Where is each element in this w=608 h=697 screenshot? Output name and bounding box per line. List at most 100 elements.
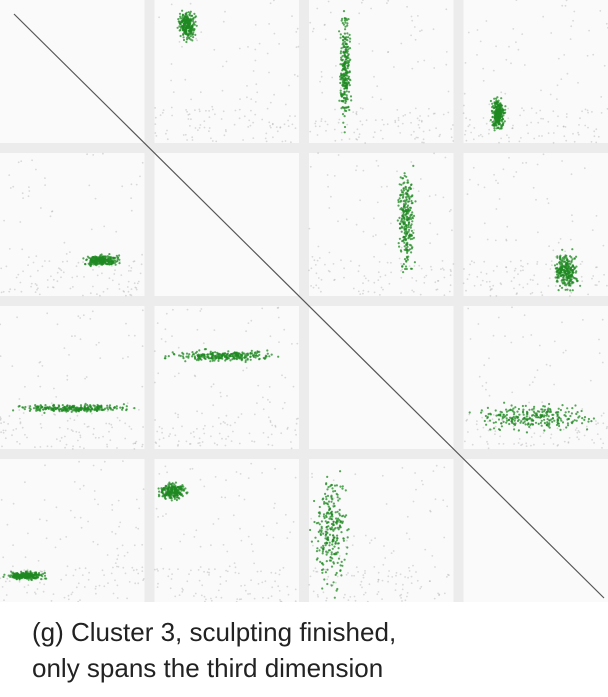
- point-highlighted: [405, 242, 408, 245]
- figure-caption: (g) Cluster 3, sculpting finished, only …: [32, 614, 602, 686]
- point-other: [166, 129, 168, 132]
- point-other: [508, 45, 510, 48]
- panel-r3-c2: [153, 306, 299, 450]
- point-other: [311, 472, 313, 475]
- point-other: [107, 582, 109, 584]
- point-highlighted: [211, 352, 214, 355]
- point-highlighted: [403, 204, 406, 207]
- point-other: [417, 15, 419, 17]
- point-other: [202, 428, 205, 430]
- point-other: [520, 137, 522, 139]
- point-other: [479, 40, 482, 43]
- point-highlighted: [189, 10, 192, 13]
- point-other: [368, 583, 371, 586]
- point-highlighted: [344, 47, 348, 51]
- point-other: [415, 279, 418, 282]
- point-other: [208, 571, 211, 574]
- point-highlighted: [12, 571, 15, 574]
- point-other: [592, 53, 595, 56]
- point-highlighted: [512, 407, 515, 410]
- point-highlighted: [531, 408, 534, 411]
- point-other: [526, 124, 528, 127]
- point-other: [488, 394, 491, 397]
- point-other: [119, 521, 122, 524]
- point-other: [548, 277, 551, 280]
- point-other: [556, 125, 559, 127]
- point-other: [294, 588, 297, 591]
- point-highlighted: [334, 489, 337, 493]
- point-other: [497, 316, 500, 319]
- point-highlighted: [556, 419, 560, 422]
- point-other: [531, 291, 534, 294]
- point-highlighted: [165, 485, 168, 488]
- point-other: [310, 517, 313, 520]
- point-other: [387, 51, 389, 54]
- point-other: [499, 435, 501, 438]
- point-highlighted: [347, 48, 350, 51]
- point-other: [375, 159, 378, 162]
- point-other: [528, 415, 531, 418]
- point-other: [487, 132, 490, 135]
- point-other: [493, 173, 495, 176]
- point-highlighted: [115, 405, 118, 408]
- point-other: [377, 571, 380, 574]
- point-other: [64, 446, 66, 449]
- point-other: [446, 505, 449, 508]
- point-other: [40, 426, 43, 429]
- point-highlighted: [116, 256, 119, 259]
- point-highlighted: [118, 258, 121, 261]
- point-other: [398, 257, 401, 260]
- point-other: [205, 109, 207, 112]
- point-highlighted: [335, 484, 338, 487]
- point-highlighted: [335, 492, 338, 495]
- point-highlighted: [164, 491, 167, 494]
- point-other: [498, 198, 501, 200]
- point-other: [116, 558, 119, 561]
- point-highlighted: [575, 255, 578, 258]
- point-highlighted: [347, 81, 350, 84]
- point-other: [471, 443, 474, 446]
- point-other: [477, 323, 480, 325]
- point-highlighted: [563, 278, 566, 281]
- point-highlighted: [396, 219, 399, 222]
- point-other: [411, 277, 414, 279]
- point-other: [138, 507, 141, 510]
- point-highlighted: [407, 218, 410, 221]
- point-other: [485, 20, 488, 22]
- point-other: [549, 437, 552, 439]
- point-other: [508, 140, 510, 143]
- point-highlighted: [327, 539, 330, 542]
- point-other: [468, 124, 471, 126]
- point-highlighted: [541, 408, 544, 411]
- point-other: [419, 587, 422, 590]
- point-other: [211, 105, 214, 108]
- point-highlighted: [563, 414, 566, 417]
- point-other: [537, 231, 539, 234]
- point-highlighted: [583, 418, 586, 421]
- point-highlighted: [182, 489, 186, 492]
- point-other: [186, 580, 189, 583]
- point-highlighted: [407, 249, 410, 252]
- point-highlighted: [332, 490, 335, 493]
- point-highlighted: [336, 587, 339, 591]
- point-other: [7, 423, 9, 425]
- point-other: [372, 136, 375, 139]
- point-highlighted: [3, 573, 6, 576]
- point-other: [94, 587, 97, 590]
- point-other: [260, 570, 262, 573]
- point-other: [401, 467, 404, 469]
- point-highlighted: [191, 19, 195, 23]
- point-other: [189, 2, 192, 5]
- point-other: [525, 445, 528, 447]
- point-other: [553, 340, 556, 343]
- point-other: [184, 133, 187, 136]
- point-highlighted: [338, 508, 341, 511]
- point-other: [495, 45, 497, 48]
- point-other: [170, 578, 173, 580]
- point-other: [135, 287, 138, 289]
- point-other: [199, 444, 202, 447]
- point-other: [377, 579, 380, 581]
- point-other: [243, 115, 246, 118]
- point-other: [12, 502, 15, 505]
- point-other: [347, 599, 350, 601]
